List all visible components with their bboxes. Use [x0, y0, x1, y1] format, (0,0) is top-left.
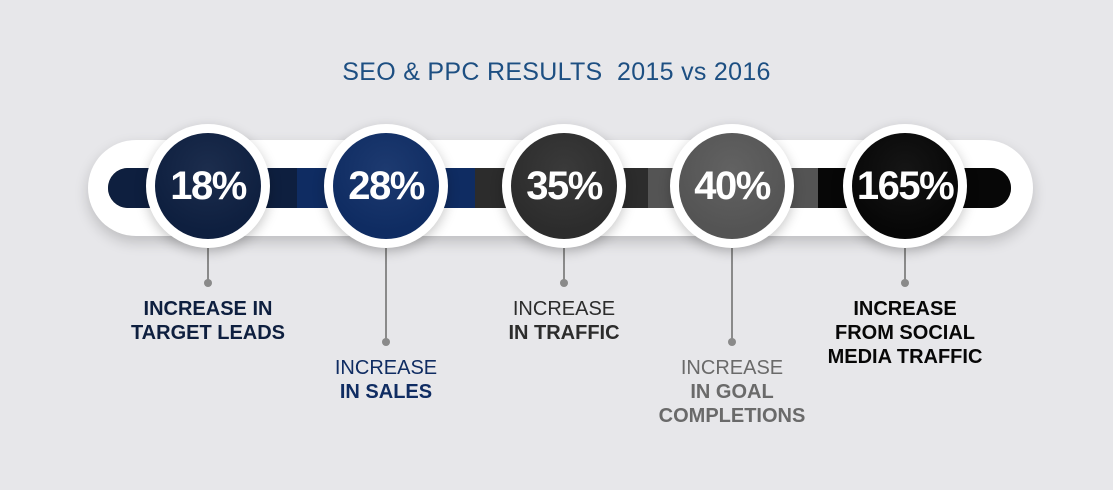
stat-2-label: INCREASE IN SALES: [276, 356, 496, 404]
stat-2-connector-dot: [382, 338, 390, 346]
stat-1-connector: [207, 248, 209, 283]
stat-3-label: INCREASE IN TRAFFIC: [454, 297, 674, 345]
stat-1-value: 18%: [155, 133, 261, 239]
stat-4-connector-dot: [728, 338, 736, 346]
stat-1-label-line-1: INCREASE IN: [143, 298, 273, 320]
stat-3-label-line-2: IN TRAFFIC: [508, 322, 620, 344]
stat-4-label-line-2: IN GOAL: [690, 381, 774, 403]
stat-5-connector-dot: [901, 279, 909, 287]
stat-4-label: INCREASE IN GOAL COMPLETIONS: [622, 356, 842, 428]
stat-5-label-line-3: MEDIA TRAFFIC: [827, 346, 983, 368]
stat-3-connector: [563, 248, 565, 283]
stat-2-label-line-1: INCREASE: [334, 357, 438, 379]
stat-1-connector-dot: [204, 279, 212, 287]
stat-4-connector: [731, 248, 733, 342]
stat-5-label: INCREASE FROM SOCIAL MEDIA TRAFFIC: [795, 297, 1015, 369]
stat-5-badge: 165%: [843, 124, 967, 248]
stat-1-label-line-2: TARGET LEADS: [130, 322, 286, 344]
stat-5-label-line-2: FROM SOCIAL: [835, 322, 975, 344]
stat-1-label: INCREASE IN TARGET LEADS: [98, 297, 318, 345]
stat-4-label-line-1: INCREASE: [680, 357, 784, 379]
stat-5-connector: [904, 248, 906, 283]
stat-1-badge: 18%: [146, 124, 270, 248]
stat-2-badge: 28%: [324, 124, 448, 248]
stat-3-badge: 35%: [502, 124, 626, 248]
stat-3-value: 35%: [511, 133, 617, 239]
stat-2-value: 28%: [333, 133, 439, 239]
stat-3-connector-dot: [560, 279, 568, 287]
stat-4-label-line-3: COMPLETIONS: [658, 405, 806, 427]
stat-5-value: 165%: [852, 133, 958, 239]
stat-3-label-line-1: INCREASE: [512, 298, 616, 320]
stat-2-label-line-2: IN SALES: [339, 381, 433, 403]
stat-5-label-line-1: INCREASE: [853, 298, 957, 320]
chart-title: SEO & PPC RESULTS 2015 vs 2016: [342, 58, 771, 86]
stat-2-connector: [385, 248, 387, 342]
stat-4-value: 40%: [679, 133, 785, 239]
stat-4-badge: 40%: [670, 124, 794, 248]
